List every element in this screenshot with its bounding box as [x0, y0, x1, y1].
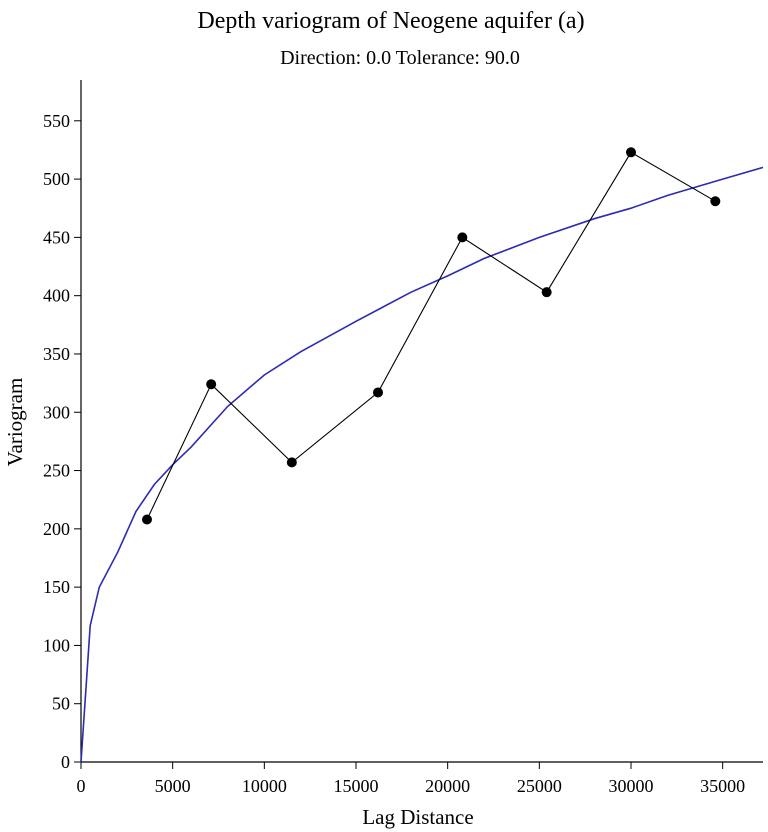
x-tick-label: 30000 — [609, 776, 654, 796]
y-tick-label: 350 — [43, 344, 70, 364]
y-tick-label: 400 — [43, 286, 70, 306]
empirical-variogram-line — [146, 151, 716, 520]
x-tick-label: 5000 — [155, 776, 191, 796]
chart-subtitle: Direction: 0.0 Tolerance: 90.0 — [280, 47, 520, 69]
x-tick-label: 35000 — [700, 776, 745, 796]
empirical-variogram-point — [541, 287, 552, 298]
empirical-variogram-point — [373, 387, 383, 398]
empirical-variogram-point — [286, 457, 297, 468]
x-tick-label: 25000 — [517, 776, 562, 796]
empirical-variogram-point — [710, 196, 721, 207]
y-tick-label: 500 — [43, 169, 70, 189]
y-axis-label: Variogram — [3, 378, 27, 467]
y-tick-label: 200 — [43, 519, 70, 539]
y-tick-label: 0 — [61, 752, 70, 772]
y-tick-label: 100 — [43, 635, 70, 655]
empirical-variogram-point — [142, 514, 152, 525]
plot-area: 0 50 100 150 200 250 300 350 400 450 500 550 0 5000 10… — [43, 80, 764, 796]
chart-title: Depth variogram of Neogene aquifer (a) — [197, 8, 584, 34]
x-axis-label: Lag Distance — [362, 805, 473, 829]
y-tick-label: 450 — [43, 227, 70, 247]
x-tick-label: 0 — [77, 776, 86, 796]
x-tick-label: 10000 — [242, 776, 287, 796]
x-tick-label: 15000 — [334, 776, 379, 796]
empirical-variogram-point — [626, 147, 636, 158]
empirical-variogram-point — [457, 232, 468, 243]
y-tick-label: 300 — [43, 402, 70, 422]
y-tick-label: 150 — [43, 577, 70, 597]
y-tick-label: 250 — [43, 461, 70, 481]
fitted-variogram-curve — [80, 166, 764, 763]
empirical-variogram-point — [206, 379, 217, 390]
y-tick-label: 50 — [52, 694, 70, 714]
x-tick-label: 20000 — [425, 776, 470, 796]
y-tick-label: 550 — [43, 111, 70, 131]
